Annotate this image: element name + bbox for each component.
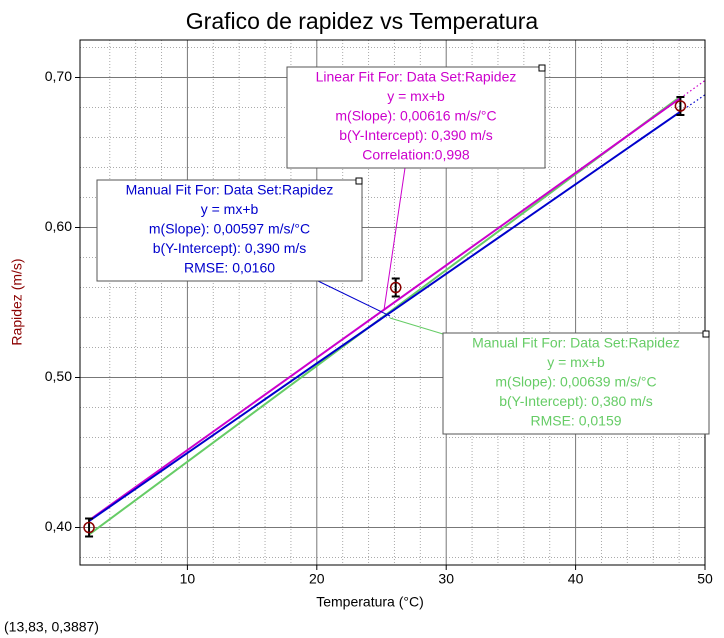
annotation-line: m(Slope): 0,00639 m/s/°C — [495, 374, 656, 390]
fit-line — [680, 80, 705, 99]
plot-frame — [79, 39, 706, 566]
annotations: Linear Fit For: Data Set:Rapidez y = mx+b… — [96, 64, 710, 435]
y-tick-label: 0,40 — [45, 518, 72, 534]
annotation-line: RMSE: 0,0160 — [184, 260, 275, 276]
data-point — [83, 521, 95, 534]
annotation-box — [96, 179, 363, 282]
annotation-line: Linear Fit For: Data Set:Rapidez — [316, 69, 517, 85]
data-point — [389, 281, 402, 294]
y-tick-label: 0,60 — [45, 218, 72, 234]
annotation-line: b(Y-Intercept): 0,390 m/s — [339, 127, 493, 143]
connector — [317, 280, 391, 317]
annotation-line: Manual Fit For: Data Set:Rapidez — [126, 182, 334, 198]
annotation-line: y = mx+b — [387, 88, 445, 104]
annotation-handle — [538, 64, 546, 72]
x-tick-label: 20 — [309, 571, 325, 587]
annotation-box — [442, 332, 710, 435]
annotation-line: RMSE: 0,0159 — [530, 413, 621, 429]
fit-line — [88, 110, 681, 522]
annotation-line: y = mx+b — [547, 354, 605, 370]
y-axis-label: Rapidez (m/s) — [9, 258, 25, 345]
x-tick-label: 10 — [180, 571, 196, 587]
y-tick-label: 0,70 — [45, 68, 72, 84]
error-bar — [391, 277, 400, 298]
annotation-handle — [702, 330, 710, 338]
error-bar — [85, 517, 94, 538]
annotation-line: Manual Fit For: Data Set:Rapidez — [472, 335, 680, 351]
chart-title: Grafico de rapidez vs Temperatura — [186, 8, 539, 34]
annotation-line: b(Y-Intercept): 0,390 m/s — [153, 240, 307, 256]
x-axis-label: Temperatura (°C) — [316, 594, 424, 610]
annotation-line: m(Slope): 0,00597 m/s/°C — [149, 221, 310, 237]
y-tick-label: 0,50 — [45, 368, 72, 384]
connector — [383, 167, 406, 311]
annotation-box — [286, 66, 546, 169]
status-readout: (13,83, 0,3887) — [4, 619, 99, 635]
plot — [83, 80, 705, 538]
x-tick-label: 40 — [568, 571, 584, 587]
annotation-line: b(Y-Intercept): 0,380 m/s — [499, 393, 653, 409]
annotation-line: m(Slope): 0,00616 m/s/°C — [335, 108, 496, 124]
error-bar — [676, 96, 685, 116]
annotation-line: Correlation:0,998 — [362, 147, 470, 163]
annotation-line: y = mx+b — [201, 201, 259, 217]
annotation-handle — [355, 177, 363, 185]
connector — [389, 317, 444, 335]
data-point — [674, 100, 687, 112]
fit-line — [88, 97, 681, 522]
x-tick-label: 30 — [438, 571, 454, 587]
x-tick-label: 50 — [697, 571, 713, 587]
